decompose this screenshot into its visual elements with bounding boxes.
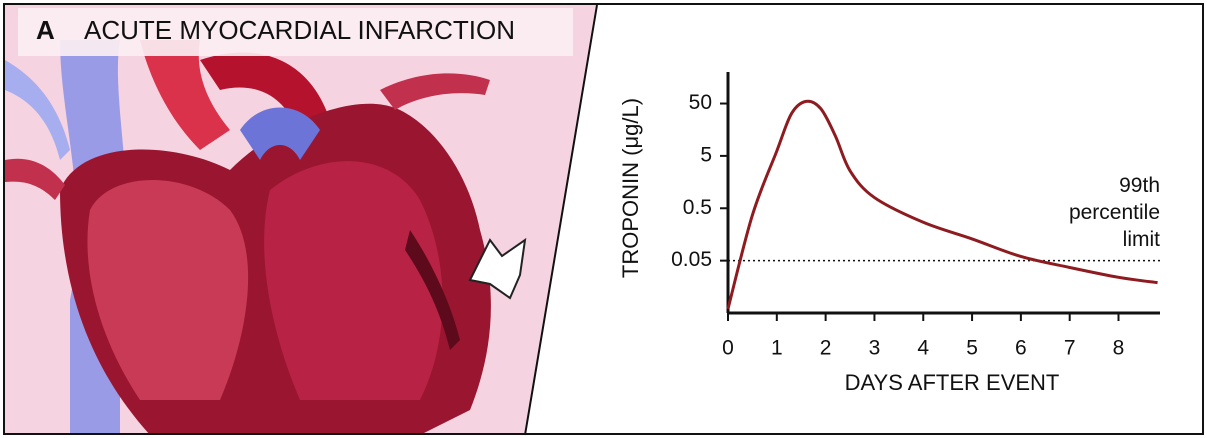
figure: A ACUTE MYOCARDIAL INFARCTION DAYS AFTER… [0,0,1207,438]
reference-label: 99th [1119,174,1160,197]
y-tick-label: 5 [700,143,712,166]
y-tick-label: 50 [689,91,712,114]
x-tick-label: 7 [1064,337,1076,360]
y-tick-label: 0.5 [683,196,712,219]
x-tick-label: 0 [722,337,734,360]
x-tick-label: 2 [820,337,832,360]
y-axis-label: TROPONIN (μg/L) [618,98,643,278]
x-tick-label: 5 [966,337,978,360]
x-tick-label: 3 [869,337,881,360]
x-tick-label: 4 [917,337,929,360]
x-axis-label: DAYS AFTER EVENT [845,370,1060,395]
chart-title: ACUTE MYOCARDIAL INFARCTION [84,15,515,45]
heart-illustration [5,5,597,435]
x-tick-label: 6 [1015,337,1027,360]
panel-label: A [36,15,55,45]
x-tick-label: 8 [1113,337,1125,360]
reference-label: limit [1123,228,1160,251]
reference-label: percentile [1069,201,1160,224]
y-tick-label: 0.05 [671,248,712,271]
x-tick-label: 1 [771,337,783,360]
